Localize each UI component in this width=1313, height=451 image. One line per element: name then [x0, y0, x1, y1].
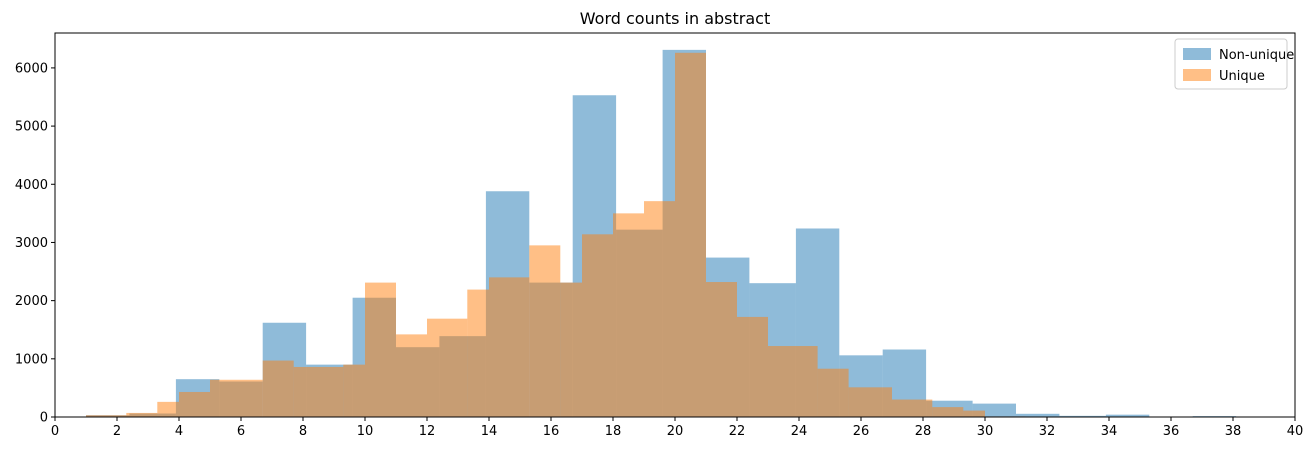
- x-tick-label: 34: [1101, 424, 1118, 439]
- histogram-bar: [262, 360, 294, 417]
- histogram-bar: [560, 282, 582, 417]
- x-tick-label: 38: [1225, 424, 1242, 439]
- histogram-bar: [963, 410, 985, 417]
- x-tick-label: 30: [977, 424, 994, 439]
- histogram-bar: [932, 407, 964, 417]
- chart-title: Word counts in abstract: [580, 9, 770, 28]
- histogram-bar: [293, 366, 344, 417]
- y-tick-label: 5000: [15, 120, 48, 135]
- legend-label: Non-unique: [1219, 48, 1294, 63]
- histogram-bar: [817, 368, 849, 417]
- histogram-bar: [1105, 414, 1150, 417]
- histogram-bar: [489, 277, 530, 417]
- x-tick-label: 14: [481, 424, 498, 439]
- y-tick-label: 0: [40, 411, 48, 426]
- histogram-bar: [427, 318, 468, 417]
- axes-layer: 0 2 4 6 8 10 12 14 16 18 20 22 24 26 28 30 32 34 36 38 40010…: [15, 32, 1304, 439]
- series-unique: [86, 52, 1078, 417]
- y-tick-label: 2000: [15, 294, 48, 309]
- histogram-bar: [613, 213, 644, 417]
- histogram-bar: [343, 364, 365, 417]
- x-tick-label: 10: [357, 424, 374, 439]
- legend: Non-unique Unique: [1174, 38, 1294, 90]
- x-tick-label: 4: [175, 424, 183, 439]
- histogram-bar: [892, 399, 933, 417]
- x-tick-label: 22: [729, 424, 746, 439]
- histogram-bar: [157, 401, 179, 417]
- histogram-bar: [396, 334, 427, 417]
- x-tick-label: 0: [51, 424, 59, 439]
- histogram-bar: [126, 412, 158, 417]
- histogram-bar: [179, 391, 210, 417]
- legend-label: Unique: [1219, 69, 1265, 84]
- histogram-bar: [1059, 415, 1106, 417]
- y-tick-label: 1000: [15, 352, 48, 367]
- histogram-bar: [768, 346, 818, 417]
- histogram-bar: [529, 245, 561, 417]
- histogram-bar: [1016, 413, 1060, 417]
- bars-layer: [86, 49, 1237, 417]
- histogram-bar: [467, 289, 489, 417]
- x-tick-label: 6: [237, 424, 245, 439]
- histogram-bar: [86, 415, 127, 417]
- histogram-bar: [582, 234, 613, 417]
- histogram-bar: [365, 282, 396, 417]
- x-tick-label: 16: [543, 424, 560, 439]
- legend-swatch: [1183, 48, 1211, 60]
- y-tick-label: 3000: [15, 236, 48, 251]
- y-tick-label: 4000: [15, 178, 48, 193]
- histogram-bar: [706, 282, 737, 417]
- histogram-bar: [644, 201, 675, 417]
- y-tick-label: 6000: [15, 61, 48, 76]
- histogram-bar: [848, 387, 892, 417]
- x-tick-label: 20: [667, 424, 684, 439]
- x-tick-label: 32: [1039, 424, 1056, 439]
- x-tick-label: 28: [915, 424, 932, 439]
- x-tick-label: 12: [419, 424, 436, 439]
- x-tick-label: 24: [791, 424, 808, 439]
- legend-swatch: [1183, 69, 1211, 81]
- x-tick-label: 18: [605, 424, 622, 439]
- x-tick-label: 2: [113, 424, 121, 439]
- x-tick-label: 26: [853, 424, 870, 439]
- histogram-bar: [675, 52, 706, 417]
- x-tick-label: 40: [1287, 424, 1304, 439]
- histogram-bar: [210, 379, 263, 417]
- x-tick-label: 36: [1163, 424, 1180, 439]
- x-tick-label: 8: [299, 424, 307, 439]
- histogram-bar: [737, 316, 768, 417]
